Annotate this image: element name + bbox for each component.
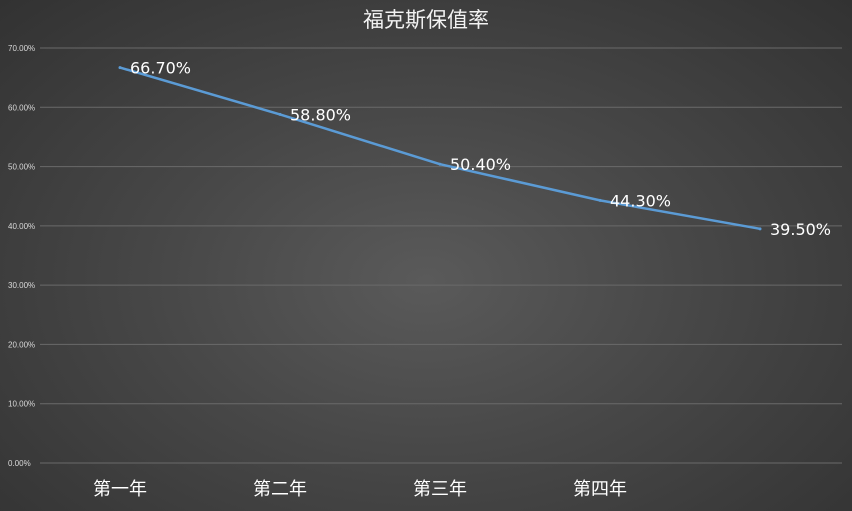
series-layer (118, 66, 762, 231)
data-point (438, 162, 442, 166)
data-label: 44.30% (610, 191, 671, 210)
data-label: 66.70% (130, 59, 191, 78)
y-tick-label: 10.00% (8, 400, 35, 409)
y-tick-label: 30.00% (8, 281, 35, 290)
y-tick-label: 20.00% (8, 340, 35, 349)
x-axis-ticks: 第一年 第二年 第三年 第四年 (93, 479, 627, 500)
data-point (118, 66, 122, 70)
x-tick-label: 第二年 (253, 479, 307, 500)
gridlines (40, 47, 842, 464)
data-point (278, 112, 282, 116)
data-label: 39.50% (770, 220, 831, 239)
chart-title: 福克斯保值率 (363, 8, 489, 32)
x-tick-label: 第一年 (93, 479, 147, 500)
x-tick-label: 第三年 (413, 479, 467, 500)
y-tick-label: 50.00% (8, 163, 35, 172)
y-tick-label: 40.00% (8, 222, 35, 231)
data-point (758, 227, 762, 231)
data-labels: 66.70% 58.80% 50.40% 44.30% 39.50% (130, 59, 831, 239)
y-tick-label: 70.00% (8, 44, 35, 53)
data-label: 58.80% (290, 105, 351, 124)
data-point (598, 198, 602, 202)
data-label: 50.40% (450, 155, 511, 174)
y-tick-label: 60.00% (8, 103, 35, 112)
x-tick-label: 第四年 (573, 479, 627, 500)
y-tick-label: 0.00% (8, 459, 31, 468)
y-axis-ticks: 0.00% 10.00% 20.00% 30.00% 40.00% 50.00% 60.00… (8, 44, 35, 468)
